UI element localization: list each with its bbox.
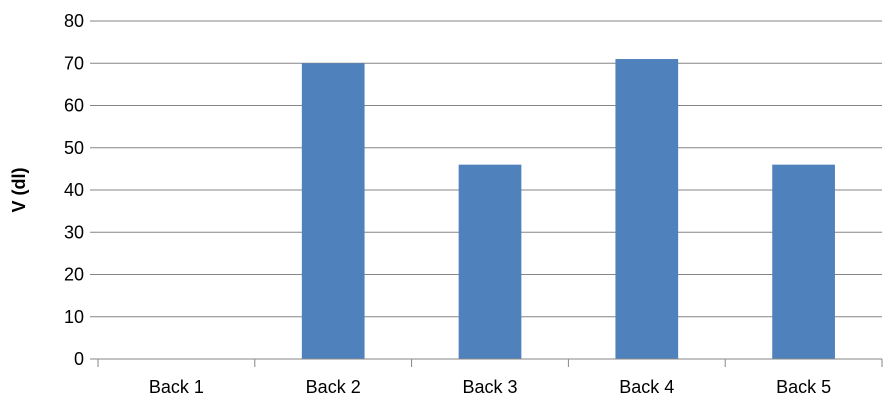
bar-back-2 bbox=[301, 63, 365, 359]
x-tick-label-back-3: Back 3 bbox=[462, 377, 517, 397]
y-tick-label-60: 60 bbox=[64, 96, 84, 116]
bar-back-3 bbox=[458, 164, 522, 359]
bars bbox=[301, 59, 835, 360]
x-tick-label-back-1: Back 1 bbox=[149, 377, 204, 397]
y-tick-label-70: 70 bbox=[64, 53, 84, 73]
y-tick-label-20: 20 bbox=[64, 265, 84, 285]
y-tick-label-40: 40 bbox=[64, 180, 84, 200]
y-tick-label-10: 10 bbox=[64, 307, 84, 327]
bar-back-4 bbox=[615, 59, 679, 360]
x-tick-label-back-4: Back 4 bbox=[619, 377, 674, 397]
y-tick-label-30: 30 bbox=[64, 222, 84, 242]
bar-back-5 bbox=[772, 164, 835, 359]
y-tick-label-50: 50 bbox=[64, 138, 84, 158]
y-tick-label-0: 0 bbox=[74, 349, 84, 369]
y-tick-labels: 0 10 20 30 40 50 60 70 80 bbox=[64, 11, 84, 369]
y-axis-title: V (dl) bbox=[9, 168, 29, 213]
x-tick-labels: Back 1 Back 2 Back 3 Back 4 Back 5 bbox=[149, 377, 831, 397]
x-tick-label-back-5: Back 5 bbox=[776, 377, 831, 397]
x-tick-label-back-2: Back 2 bbox=[306, 377, 361, 397]
gridlines bbox=[90, 20, 883, 367]
y-tick-label-80: 80 bbox=[64, 11, 84, 31]
